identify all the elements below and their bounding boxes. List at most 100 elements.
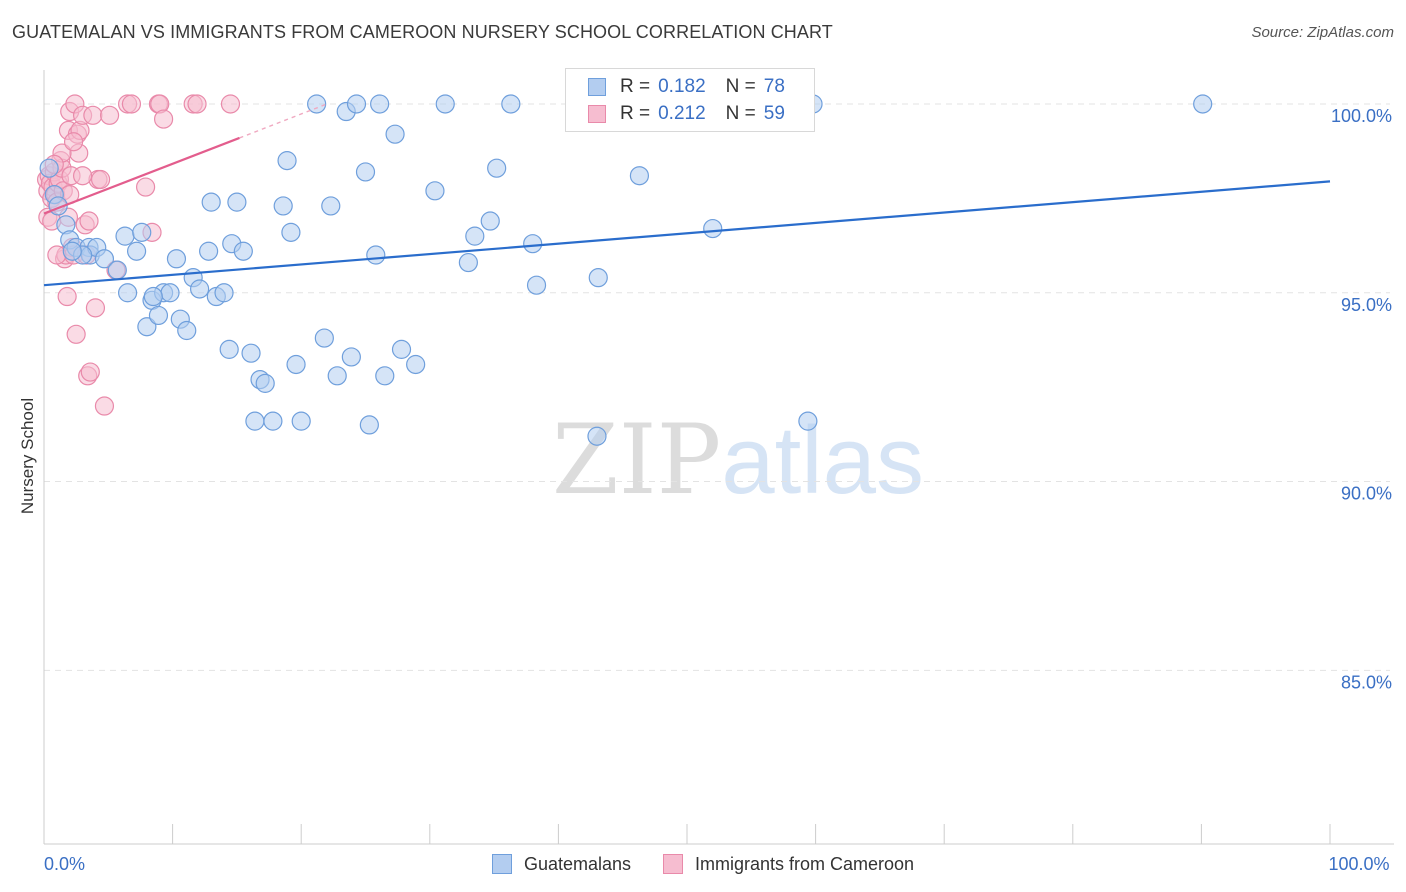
guatemalans-point	[166, 249, 187, 269]
guatemalans-point	[314, 328, 334, 348]
y-tick-label: 100.0%	[1331, 106, 1392, 126]
legend-item-cameroon[interactable]: Immigrants from Cameroon	[663, 854, 914, 875]
guatemalans-point	[94, 249, 115, 269]
guatemalans-point	[115, 226, 135, 246]
guatemalans-point	[341, 347, 361, 367]
r-label: R =	[620, 76, 651, 97]
guatemalans-point	[327, 366, 347, 386]
guatemalans-point	[245, 411, 265, 431]
guatemalans-point	[199, 241, 219, 261]
guatemalans-point	[148, 305, 169, 326]
guatemalans-point	[177, 320, 197, 341]
guatemalans-point	[107, 260, 127, 280]
cameroon-point	[63, 132, 84, 152]
watermark: ZIPatlas	[552, 404, 924, 516]
cameroon-point	[57, 286, 77, 307]
legend-label-guatemalans: Guatemalans	[523, 853, 631, 874]
guatemalans-point	[406, 354, 426, 375]
x-tick-label: 0.0%	[44, 854, 85, 874]
guatemalans-point	[435, 94, 455, 114]
cameroon-point	[66, 324, 86, 344]
guatemalans-point	[501, 94, 521, 114]
guatemalans-point	[355, 162, 376, 182]
guatemalans-point	[1193, 94, 1213, 114]
guatemalans-point	[385, 124, 405, 144]
guatemalans-swatch	[588, 78, 606, 96]
r-value: 0.212	[658, 103, 706, 124]
r-value: 0.182	[658, 76, 706, 97]
n-value: 78	[763, 76, 785, 97]
guatemalans-point	[587, 426, 607, 446]
cameroon-point	[135, 177, 156, 197]
stats-legend-row-guatemalans: R = 0.182 N = 78	[588, 75, 785, 99]
guatemalans-point	[291, 411, 311, 431]
guatemalans-trend-line	[43, 180, 1331, 287]
guatemalans-point	[255, 373, 275, 393]
guatemalans-point	[465, 226, 485, 246]
guatemalans-point	[703, 218, 723, 239]
guatemalans-point	[241, 343, 261, 363]
cameroon-point	[220, 94, 241, 114]
cameroon-point	[121, 94, 142, 114]
guatemalans-point	[62, 241, 82, 261]
guatemalans-point	[190, 279, 210, 299]
guatemalans-point	[798, 411, 818, 431]
guatemalans-point	[366, 245, 386, 265]
guatemalans-point	[375, 366, 395, 386]
guatemalans-point	[307, 94, 327, 114]
guatemalans-legend-swatch	[491, 854, 512, 874]
guatemalans-point	[359, 415, 379, 435]
guatemalans-point	[273, 196, 293, 216]
guatemalans-point	[321, 196, 341, 216]
guatemalans-point	[523, 234, 543, 254]
n-label: N =	[725, 103, 756, 124]
guatemalans-point	[227, 192, 247, 212]
cameroon-point	[85, 298, 106, 318]
legend-item-guatemalans[interactable]: Guatemalans	[491, 853, 631, 875]
guatemalans-point	[487, 158, 507, 178]
guatemalans-point	[233, 241, 253, 261]
cameroon-point	[90, 169, 111, 190]
guatemalans-point	[425, 181, 445, 201]
guatemalans-point	[143, 286, 163, 307]
source-credit: Source: ZipAtlas.com	[1251, 24, 1394, 41]
cameroon-legend-swatch	[663, 854, 683, 874]
guatemalans-point	[219, 339, 239, 359]
cameroon-point	[153, 109, 174, 129]
stats-legend-row-cameroon: R = 0.212 N = 59	[588, 102, 785, 126]
guatemalans-point	[126, 241, 147, 261]
cameroon-point	[80, 362, 100, 382]
guatemalans-point	[391, 339, 412, 359]
guatemalans-point	[370, 94, 390, 114]
guatemalans-point	[277, 151, 297, 171]
n-label: N =	[725, 76, 756, 97]
cameroon-point	[99, 105, 120, 125]
y-tick-label: 95.0%	[1341, 295, 1392, 315]
cameroon-point	[79, 211, 99, 231]
chart-title: GUATEMALAN VS IMMIGRANTS FROM CAMEROON N…	[12, 22, 833, 42]
cameroon-point	[94, 396, 115, 416]
guatemalans-point	[458, 252, 478, 273]
x-tick-label: 100.0%	[1328, 854, 1389, 874]
guatemalans-point	[39, 158, 59, 178]
y-tick-label: 85.0%	[1341, 672, 1392, 692]
legend-label-cameroon: Immigrants from Cameroon	[695, 853, 915, 874]
guatemalans-point	[480, 211, 500, 231]
guatemalans-point	[160, 283, 180, 303]
cameroon-trend-line	[43, 136, 240, 215]
series-legend: Guatemalans Immigrants from Cameroon	[0, 852, 1406, 876]
cameroon-point	[83, 105, 103, 125]
guatemalans-point	[117, 283, 138, 303]
guatemalans-point	[132, 222, 152, 242]
guatemalans-point	[588, 268, 608, 288]
guatemalans-point	[201, 192, 221, 212]
guatemalans-point	[286, 354, 306, 375]
guatemalans-point	[137, 317, 157, 337]
watermark-atlas: atlas	[721, 407, 924, 514]
guatemalans-point	[263, 411, 283, 431]
cameroon-point	[72, 166, 93, 186]
guatemalans-point	[526, 275, 547, 295]
guatemalans-point	[346, 94, 367, 114]
guatemalans-point	[629, 166, 650, 186]
